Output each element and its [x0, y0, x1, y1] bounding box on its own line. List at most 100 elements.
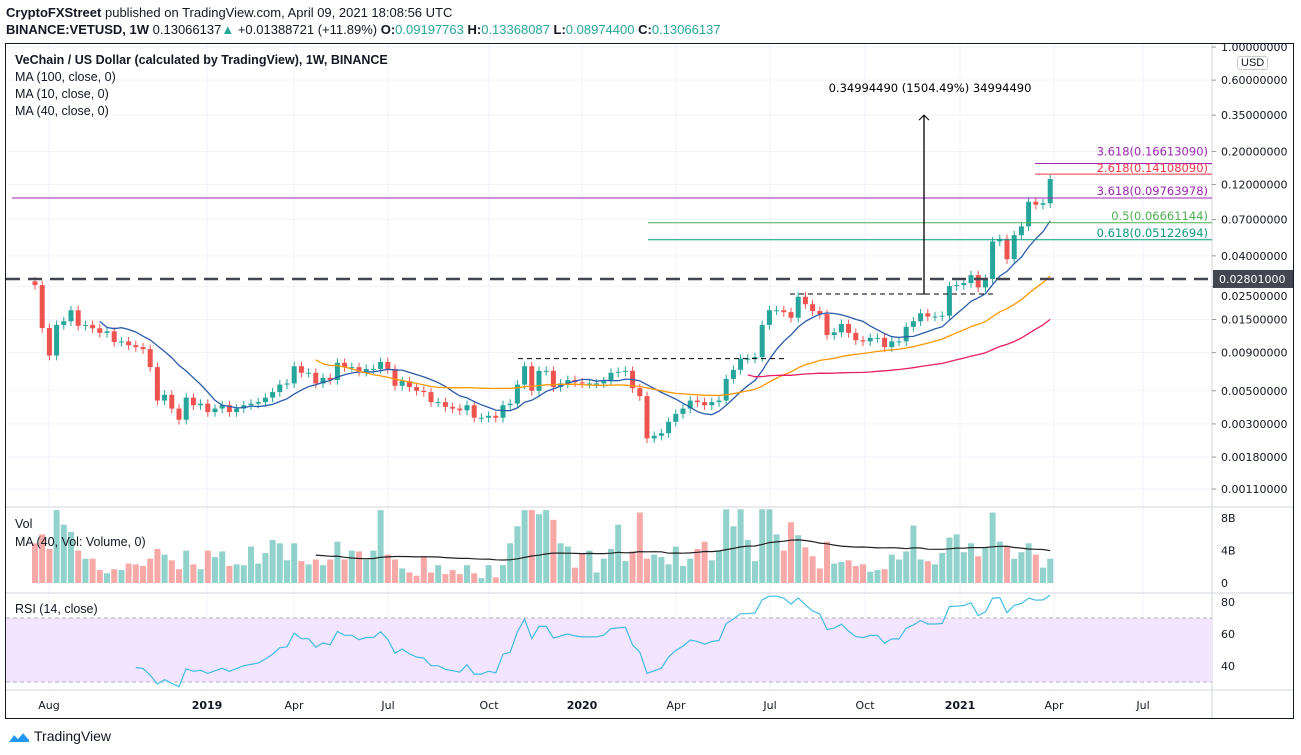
volume-bar — [161, 554, 168, 583]
volume-bar — [644, 558, 650, 583]
volume-bar — [341, 559, 348, 583]
volume-bar — [147, 558, 154, 583]
legend-volume-ma[interactable]: MA (40, Vol: Volume, 0) — [15, 535, 146, 549]
high-value: 0.13368087 — [481, 22, 550, 37]
candle-body — [313, 372, 319, 384]
volume-bar — [1018, 552, 1025, 583]
volume-bar — [1047, 558, 1054, 583]
volume-bar — [968, 543, 974, 583]
candle-body — [54, 324, 60, 356]
price-axis-label: 0.00300000 — [1221, 418, 1287, 431]
candle-body — [730, 369, 736, 379]
candle-body — [507, 403, 513, 406]
candle-body — [838, 323, 844, 333]
tradingview-logo[interactable]: TradingView — [8, 728, 111, 744]
legend-ma40[interactable]: MA (40, close, 0) — [15, 104, 109, 118]
candle-body — [342, 362, 348, 368]
candle-body — [874, 337, 880, 339]
price-axis-label: 0.35000000 — [1221, 109, 1287, 122]
time-axis-label: 2019 — [192, 699, 223, 712]
volume-bar — [298, 561, 305, 583]
volume-bar — [716, 551, 722, 583]
volume-bar — [694, 548, 701, 583]
symbol: BINANCE:VETUSD, 1W — [6, 22, 150, 37]
volume-bar — [744, 540, 751, 583]
volume-bar — [53, 510, 60, 583]
volume-bar — [82, 558, 89, 583]
legend-rsi[interactable]: RSI (14, close) — [15, 602, 98, 616]
candle-body — [896, 341, 902, 343]
candle-body — [522, 366, 528, 385]
volume-bar — [420, 557, 427, 583]
volume-bar — [651, 554, 658, 583]
volume-bar — [255, 563, 262, 583]
candle-body — [212, 408, 218, 413]
ma100-line — [747, 318, 1051, 378]
volume-bar — [1040, 567, 1046, 583]
highlight-price-label: 0.02801000 — [1219, 273, 1285, 286]
volume-bar — [687, 558, 694, 583]
legend-ma10[interactable]: MA (10, close, 0) — [15, 87, 109, 101]
candle-body — [565, 380, 571, 384]
candle-body — [781, 310, 787, 313]
candle-body — [486, 415, 492, 418]
volume-bar — [867, 571, 874, 583]
volume-bar — [939, 553, 946, 583]
volume-bar — [514, 526, 521, 583]
fib-level-label: 0.5(0.06661144) — [1111, 209, 1208, 223]
volume-bar — [183, 550, 190, 583]
volume-bar — [485, 565, 492, 583]
author: CryptoFXStreet — [6, 5, 102, 20]
fib-level-label: 3.618(0.16613090) — [1097, 144, 1208, 158]
candle-body — [61, 321, 67, 325]
time-axis-label: Oct — [479, 699, 499, 712]
volume-bar — [262, 553, 269, 583]
time-axis-label: Jul — [762, 699, 776, 712]
candle-body — [385, 361, 391, 369]
candle-body — [658, 433, 664, 436]
legend-ma100[interactable]: MA (100, close, 0) — [15, 70, 116, 84]
candle-body — [457, 408, 463, 411]
candle-body — [464, 405, 470, 411]
volume-bar — [600, 558, 607, 583]
volume-bar — [615, 524, 622, 583]
rsi-line — [135, 594, 1051, 688]
volume-bar — [68, 531, 74, 583]
volume-bar — [665, 564, 672, 583]
volume-bar — [953, 534, 960, 583]
currency-badge[interactable]: USD — [1237, 56, 1269, 70]
candle-body — [500, 405, 506, 418]
candle-body — [615, 371, 621, 373]
volume-bar — [312, 559, 319, 583]
volume-bar — [399, 568, 406, 583]
candle-body — [637, 388, 643, 397]
volume-bar — [500, 565, 506, 583]
volume-bar — [118, 570, 125, 583]
volume-bar — [845, 560, 852, 583]
volume-bar — [219, 551, 226, 583]
candle-body — [255, 402, 261, 404]
legend-volume[interactable]: Vol — [15, 517, 33, 531]
time-axis-label: Apr — [1044, 699, 1064, 712]
candle-body — [356, 367, 362, 372]
candle-body — [126, 341, 132, 346]
candle-body — [291, 366, 297, 384]
candle-body — [219, 405, 225, 409]
candle-body — [594, 383, 600, 385]
volume-bar — [975, 556, 982, 583]
candle-body — [298, 366, 304, 373]
volume-bar — [233, 564, 240, 583]
price-axis-label: 0.01500000 — [1221, 313, 1287, 326]
tradingview-cloud-icon — [8, 730, 30, 742]
candle-body — [550, 370, 556, 387]
candle-body — [75, 310, 81, 326]
volume-ma-line — [315, 539, 1051, 561]
volume-bar — [464, 565, 470, 583]
candle-body — [1004, 238, 1010, 260]
price-axis-label: 0.00900000 — [1221, 347, 1287, 360]
price-axis-label: 0.60000000 — [1221, 74, 1287, 87]
price-axis-label: 0.12000000 — [1221, 179, 1287, 192]
volume-bar — [795, 535, 802, 583]
fib-level-label: 2.618(0.14108090) — [1097, 161, 1208, 175]
